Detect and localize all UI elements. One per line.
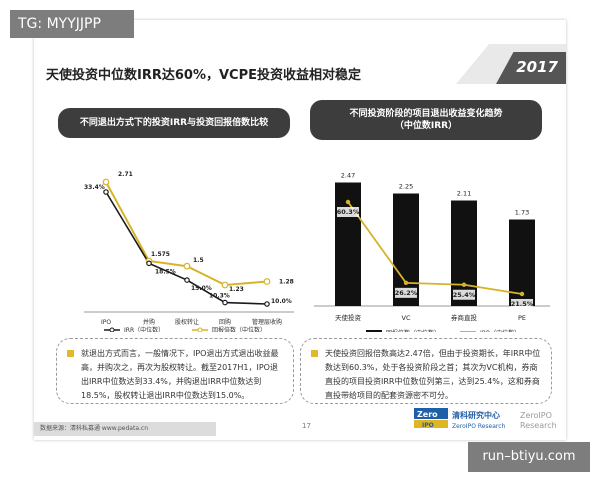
slide-title: 天使投资中位数IRR达60%，VCPE投资收益相对稳定 — [46, 68, 361, 83]
multiple-data-label: 1.575 — [151, 251, 170, 258]
legend-bar-swatch — [366, 330, 382, 332]
irr-label-bg — [511, 299, 533, 309]
bar-value-label: 1.73 — [515, 209, 529, 217]
logo-side-text-1: ZeroIPO — [520, 411, 552, 420]
x-tick-label: 回购 — [219, 318, 231, 326]
x-tick-label: 天使投资 — [335, 313, 362, 322]
bar — [393, 193, 419, 306]
logo-brand2-text: IPO — [422, 422, 434, 429]
year-badge: 2017 — [516, 58, 558, 76]
irr-label-bg — [395, 287, 417, 298]
irr-data-label: 60.3% — [337, 208, 360, 216]
logo-cn-text: 清科研究中心 — [452, 410, 500, 420]
right-chart-heading-line1: 不同投资阶段的项目退出收益变化趋势 — [349, 109, 503, 119]
right-summary-text: 天使投资回报倍数高达2.47倍，但由于投资期长，年IRR中位数达到60.3%，处… — [325, 349, 541, 400]
bar-value-label: 2.25 — [399, 183, 413, 191]
page-number: 17 — [302, 422, 311, 430]
multiple-point — [183, 262, 191, 270]
x-tick-label: 管理层收购 — [252, 318, 282, 326]
multiple-point — [102, 178, 110, 186]
logo-en-text: ZeroIPO Research — [452, 423, 506, 430]
irr-data-label: 10.3% — [209, 293, 230, 300]
x-tick-label: IPO — [101, 319, 111, 326]
right-chart-heading: 不同投资阶段的项目退出收益变化趋势 （中位数IRR） — [310, 100, 542, 140]
multiple-data-label: 2.71 — [118, 171, 133, 178]
irr-data-label: 33.4% — [84, 184, 105, 191]
report-slide: 2017 天使投资中位数IRR达60%，VCPE投资收益相对稳定 不同退出方式下… — [34, 20, 566, 440]
x-tick-label: VC — [402, 314, 411, 322]
irr-point — [184, 277, 190, 283]
x-tick-label: PE — [518, 314, 526, 322]
irr-point — [461, 282, 467, 287]
irr-data-label: 10.0% — [271, 298, 292, 305]
irr-point — [519, 291, 525, 297]
irr-data-label: 21.5% — [511, 300, 534, 308]
irr-series-line — [347, 201, 523, 295]
irr-point — [345, 199, 351, 205]
site-watermark: run–btiyu.com — [468, 442, 590, 472]
multiple-data-label: 1.5 — [193, 257, 204, 264]
legend-bar-label: 回报倍数（中位数） — [386, 329, 440, 332]
multiple-data-label: 1.23 — [229, 286, 244, 293]
bullet-square-icon — [311, 350, 318, 357]
channel-tag: TG: MYYJJPP — [10, 10, 134, 38]
irr-data-label: 18.5% — [155, 268, 176, 275]
bullet-square-icon — [67, 350, 74, 357]
left-chart-heading: 不同退出方式下的投资IRR与投资回报倍数比较 — [58, 108, 290, 138]
irr-data-label: 26.2% — [395, 289, 418, 297]
irr-point — [222, 299, 228, 306]
left-summary-text: 就退出方式而言，一般情况下，IPO退出方式退出收益最高，并购次之，再次为股权转让… — [81, 349, 279, 400]
logo-brand-text: Zero — [417, 410, 438, 419]
irr-label-bg — [337, 207, 359, 217]
multiple-data-label: 1.28 — [279, 279, 294, 286]
right-chart-heading-line2: （中位数IRR） — [394, 121, 458, 131]
x-tick-label: 股权转让 — [175, 318, 199, 326]
irr-data-label: 25.4% — [453, 291, 476, 299]
right-summary-note: 天使投资回报倍数高达2.47倍，但由于投资期长，年IRR中位数达到60.3%，处… — [300, 338, 552, 404]
irr-point — [403, 280, 409, 286]
bar-value-label: 2.11 — [457, 190, 471, 198]
left-chart-heading-text: 不同退出方式下的投资IRR与投资回报倍数比较 — [79, 118, 269, 128]
irr-point — [146, 260, 152, 267]
left-summary-note: 就退出方式而言，一般情况下，IPO退出方式退出收益最高，并购次之，再次为股权转让… — [56, 338, 294, 404]
multiple-point — [263, 278, 271, 285]
bar — [451, 200, 477, 306]
bar-value-label: 2.47 — [341, 172, 355, 180]
logo-side-text-2: Research — [520, 421, 557, 430]
right-bar-line-chart: 2.47 2.25 2.11 1.73 天使投资 VC 券商直投 PE 60.3% 26.2% 25… — [314, 172, 550, 332]
legend-irr-marker — [109, 327, 115, 332]
irr-data-label: 15.0% — [191, 285, 212, 292]
bar — [509, 219, 535, 306]
multiple-point — [221, 281, 229, 289]
year-ribbon — [456, 44, 566, 94]
legend-multiple-marker — [197, 327, 203, 332]
irr-point — [264, 301, 270, 307]
irr-point — [103, 189, 109, 195]
legend-irr-label: IRR（中位数） — [124, 326, 164, 332]
legend-multiple-label: 回报倍数（中位数） — [212, 326, 266, 332]
x-tick-label: 券商直投 — [451, 313, 478, 322]
legend-irr-label: IRR（中位数） — [480, 329, 520, 332]
left-line-chart: IPO 并购 股权转让 回购 管理层收购 2.71 1.575 1.5 1.23 1.28 33.4… — [84, 171, 294, 332]
x-tick-label: 并购 — [143, 318, 155, 326]
data-source-footer: 数据来源：清科私募通 www.pedata.cn — [34, 422, 216, 436]
zeroipo-logo: Zero IPO 清科研究中心 ZeroIPO Research ZeroIPO… — [414, 408, 557, 430]
irr-label-bg — [453, 289, 475, 300]
